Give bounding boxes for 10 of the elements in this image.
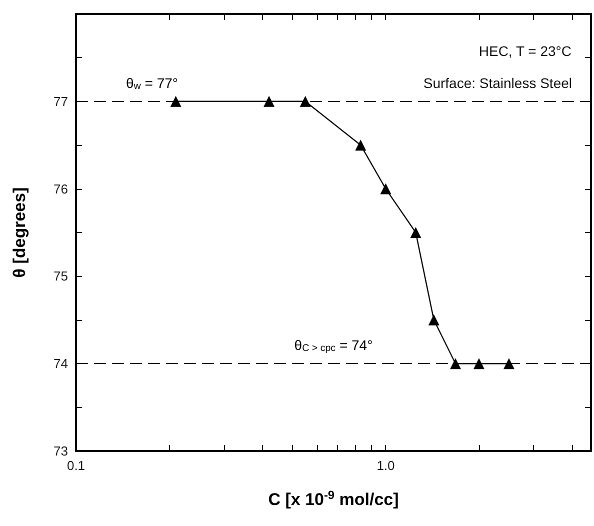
annotation: Surface: Stainless Steel bbox=[423, 75, 572, 91]
y-tick-label: 73 bbox=[54, 444, 68, 458]
annotation: HEC, T = 23°C bbox=[478, 43, 572, 59]
x-tick-label: 0.1 bbox=[66, 458, 86, 473]
y-axis-title: θ [degrees] bbox=[10, 187, 29, 278]
y-tick-label: 76 bbox=[54, 181, 68, 196]
y-tick-label: 75 bbox=[54, 268, 68, 284]
y-tick-label: 77 bbox=[54, 94, 68, 109]
y-tick-label: 74 bbox=[54, 356, 68, 372]
x-tick-label: 1.0 bbox=[376, 458, 395, 473]
